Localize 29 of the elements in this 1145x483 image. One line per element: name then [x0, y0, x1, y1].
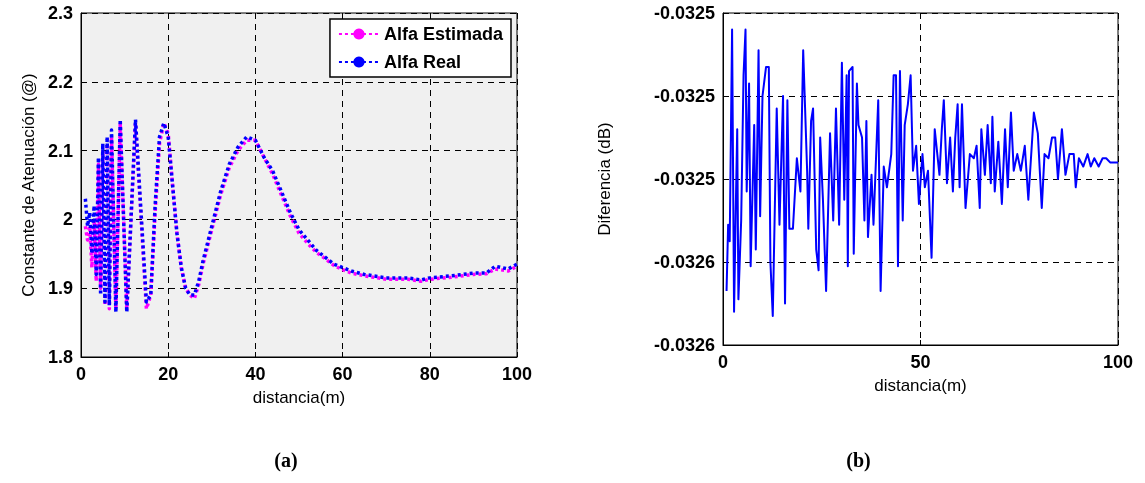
- y-axis-title: Diferencia (dB): [595, 122, 614, 236]
- x-tick-label: 20: [158, 364, 179, 384]
- y-tick-label: 2.1: [47, 140, 73, 161]
- x-tick-label: 50: [910, 352, 931, 372]
- x-tick-label: 100: [501, 364, 533, 384]
- x-tick-label: 60: [332, 364, 353, 384]
- line-series: [725, 28, 1119, 317]
- y-tick-label: -0.0325: [653, 169, 715, 189]
- x-tick-label: 40: [245, 364, 266, 384]
- y-tick-label: -0.0325: [653, 86, 715, 106]
- y-axis-title: Constante de Atenuación (@): [19, 73, 38, 297]
- y-tick-label: -0.0325: [653, 3, 715, 23]
- legend-label: Alfa Estimada: [383, 24, 504, 44]
- text: (b): [846, 449, 871, 472]
- y-tick-label: 1.8: [47, 347, 73, 367]
- y-tick-label: 2.3: [47, 3, 73, 23]
- y-tick-label: -0.0326: [653, 252, 715, 272]
- x-axis-title: distancia(m): [252, 388, 346, 407]
- y-tick-label: -0.0326: [653, 335, 715, 355]
- text: (a): [274, 449, 298, 472]
- y-tick-label: 2: [62, 209, 73, 230]
- y-tick-label: 2.2: [47, 71, 73, 92]
- x-axis-title: distancia(m): [874, 376, 967, 395]
- x-tick-label: 0: [717, 352, 729, 372]
- y-tick-label: 1.9: [47, 278, 73, 299]
- x-tick-label: 100: [1102, 352, 1134, 372]
- x-tick-label: 0: [75, 364, 87, 384]
- x-tick-label: 80: [419, 364, 440, 384]
- legend-label: Alfa Real: [383, 52, 461, 72]
